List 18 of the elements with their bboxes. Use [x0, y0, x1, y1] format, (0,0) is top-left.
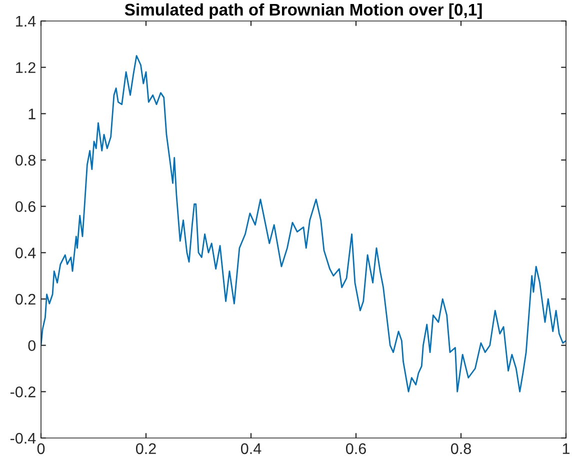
y-tick-label: 1.4: [16, 16, 36, 27]
line-series: [41, 55, 566, 392]
x-tick-label: 0.8: [450, 443, 471, 454]
y-tick-label: 0.2: [16, 294, 36, 305]
x-tick-label: 0.4: [240, 443, 262, 454]
y-tick-label: 0: [28, 340, 36, 352]
y-tick-label: -0.4: [10, 432, 36, 444]
y-tick-label: -0.2: [10, 386, 36, 398]
y-tick-label: 1.2: [16, 62, 36, 73]
y-tick-label: 1: [28, 108, 36, 120]
x-tick-label: 0.2: [136, 443, 156, 454]
chart-title: Simulated path of Brownian Motion over [0,1]: [124, 3, 482, 19]
x-tick-label: 0.6: [346, 443, 366, 454]
y-tick-label: 0.4: [16, 248, 36, 258]
x-tick-label: 1: [562, 443, 570, 454]
y-tick-label: 0.8: [16, 154, 36, 166]
y-tick-label: 0.6: [16, 201, 36, 212]
x-tick-label: 0: [37, 443, 45, 454]
